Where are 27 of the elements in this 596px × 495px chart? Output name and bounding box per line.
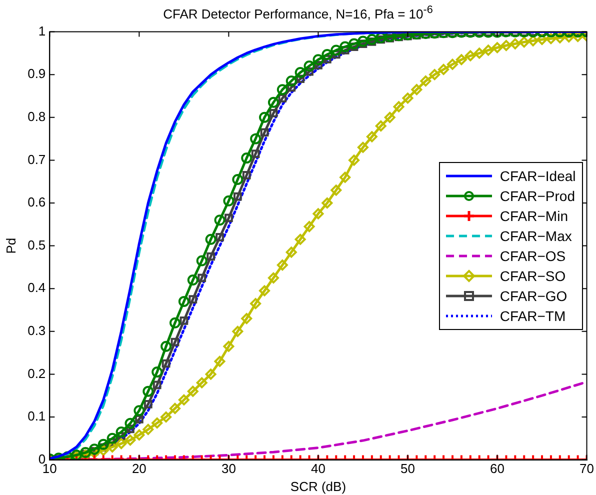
chart-title: CFAR Detector Performance, N=16, Pfa = 10$^{-6}$ [162, 3, 434, 22]
y-tick-label: 0.9 [28, 66, 46, 82]
legend-label: CFAR−GO [500, 288, 568, 304]
y-tick-label: 0.2 [28, 366, 46, 381]
y-tick-label: 0.1 [28, 408, 46, 424]
y-tick-label: 1 [38, 23, 46, 38]
legend-label: CFAR−OS [500, 248, 566, 264]
y-tick-label: 0.6 [28, 194, 46, 210]
x-tick-label: 60 [490, 461, 504, 476]
x-tick-label: 20 [132, 461, 146, 476]
legend-label: CFAR−Prod [500, 188, 575, 204]
legend-label: CFAR−Min [500, 208, 568, 224]
y-tick-label: 0.7 [28, 152, 46, 167]
legend-label: CFAR−Max [500, 228, 572, 244]
x-tick-label: 30 [221, 461, 236, 476]
x-axis-title: SCR (dB) [290, 478, 346, 494]
x-tick-label: 40 [310, 461, 326, 476]
legend-label: CFAR−SO [500, 268, 566, 284]
y-axis-title: Pd [3, 238, 18, 254]
y-tick-label: 0.3 [28, 322, 46, 338]
x-tick-label: 70 [580, 461, 594, 476]
x-tick-label: 50 [400, 461, 415, 476]
y-tick-label: 0.4 [28, 280, 46, 296]
y-tick-label: 0.8 [28, 108, 46, 124]
legend-label: CFAR−TM [500, 308, 566, 324]
legend-label: CFAR−Ideal [500, 168, 576, 184]
y-tick-label: 0.5 [28, 237, 46, 252]
